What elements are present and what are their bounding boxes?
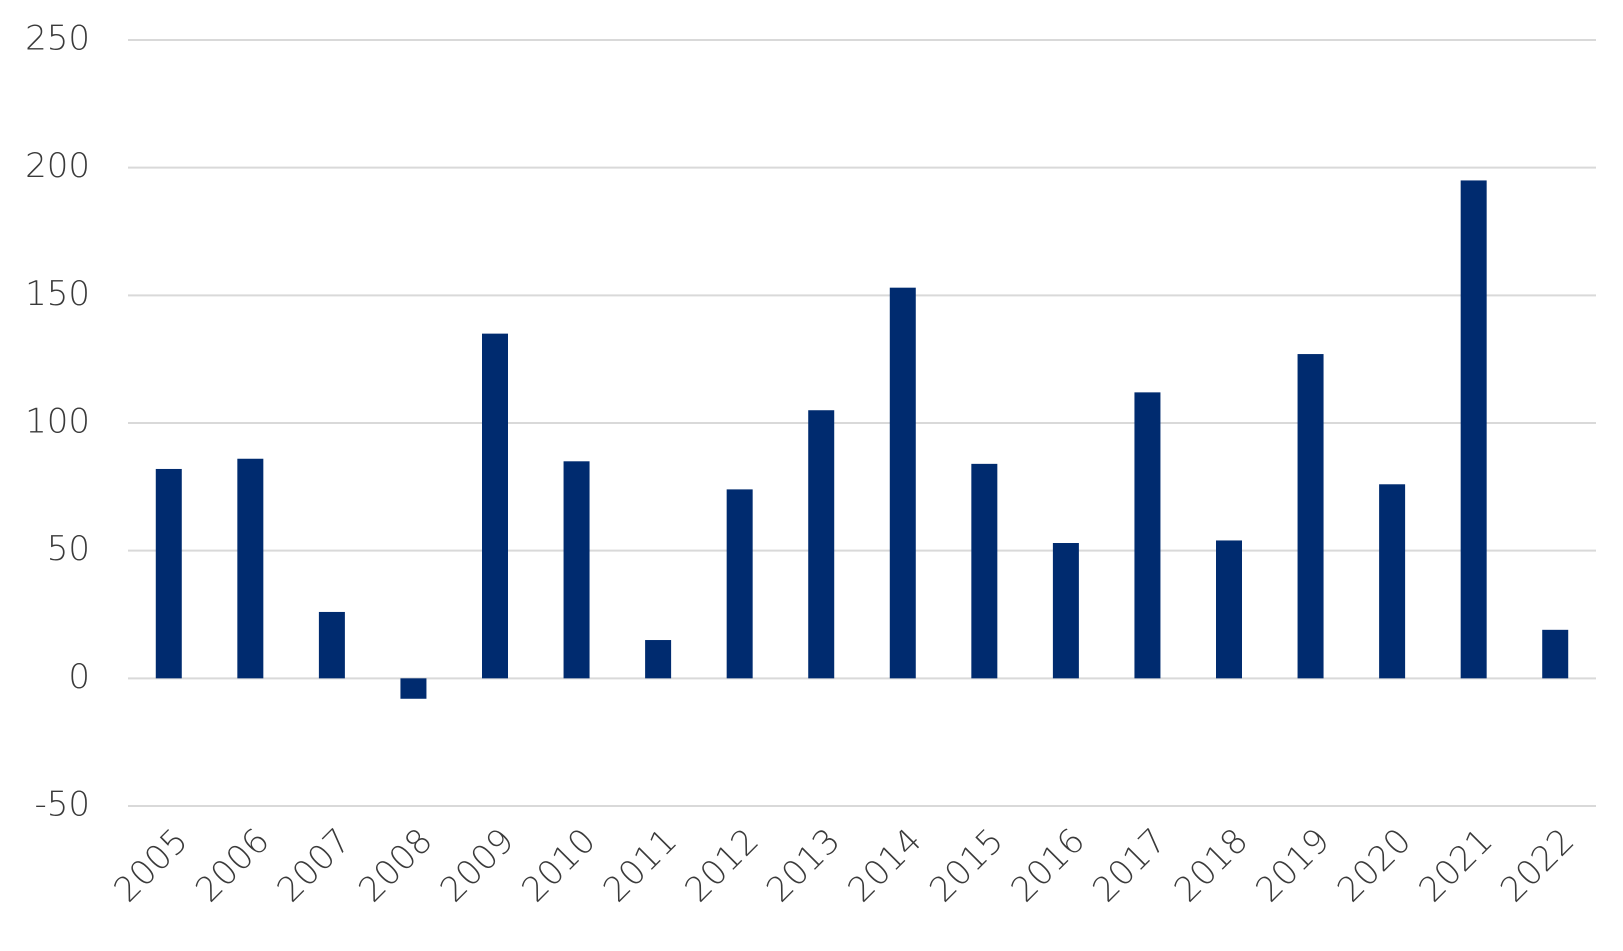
x-tick-label: 2017 bbox=[1085, 821, 1174, 910]
y-tick-label: 150 bbox=[25, 274, 90, 314]
x-tick-label: 2006 bbox=[188, 821, 277, 910]
y-tick-label: -50 bbox=[34, 785, 90, 825]
x-tick-label: 2009 bbox=[433, 821, 522, 910]
bar bbox=[971, 463, 998, 679]
bar bbox=[1542, 629, 1569, 679]
bar bbox=[563, 461, 590, 679]
x-tick-label: 2016 bbox=[1003, 821, 1092, 910]
x-tick-label: 2005 bbox=[106, 821, 195, 910]
x-tick-label: 2020 bbox=[1330, 821, 1419, 910]
x-tick-label: 2021 bbox=[1411, 821, 1500, 910]
x-tick-label: 2012 bbox=[677, 821, 766, 910]
bar bbox=[155, 468, 182, 679]
bar bbox=[482, 333, 508, 679]
x-tick-label: 2011 bbox=[596, 821, 685, 910]
bar bbox=[1216, 540, 1242, 679]
bar bbox=[1052, 543, 1079, 679]
x-tick-label: 2022 bbox=[1493, 821, 1582, 910]
bar bbox=[237, 458, 264, 679]
bar bbox=[889, 287, 916, 679]
y-tick-label: 200 bbox=[25, 146, 90, 186]
x-tick-label: 2010 bbox=[514, 821, 603, 910]
y-tick-label: 0 bbox=[68, 657, 90, 697]
y-tick-label: 50 bbox=[47, 529, 90, 569]
y-tick-label: 250 bbox=[25, 19, 90, 59]
bar bbox=[645, 640, 672, 679]
bar bbox=[808, 410, 835, 679]
bar bbox=[1297, 354, 1324, 679]
x-tick-label: 2018 bbox=[1167, 821, 1256, 910]
x-tick-label: 2015 bbox=[922, 821, 1011, 910]
bar bbox=[1134, 392, 1161, 679]
bar bbox=[400, 678, 427, 699]
bar bbox=[726, 489, 753, 679]
x-tick-label: 2007 bbox=[269, 821, 358, 910]
x-tick-label: 2014 bbox=[840, 821, 929, 910]
y-tick-label: 100 bbox=[25, 402, 90, 442]
bar bbox=[318, 611, 345, 679]
bar bbox=[1379, 484, 1406, 679]
bar bbox=[1460, 180, 1487, 679]
x-tick-label: 2008 bbox=[351, 821, 440, 910]
x-tick-label: 2019 bbox=[1248, 821, 1337, 910]
x-tick-label: 2013 bbox=[759, 821, 848, 910]
